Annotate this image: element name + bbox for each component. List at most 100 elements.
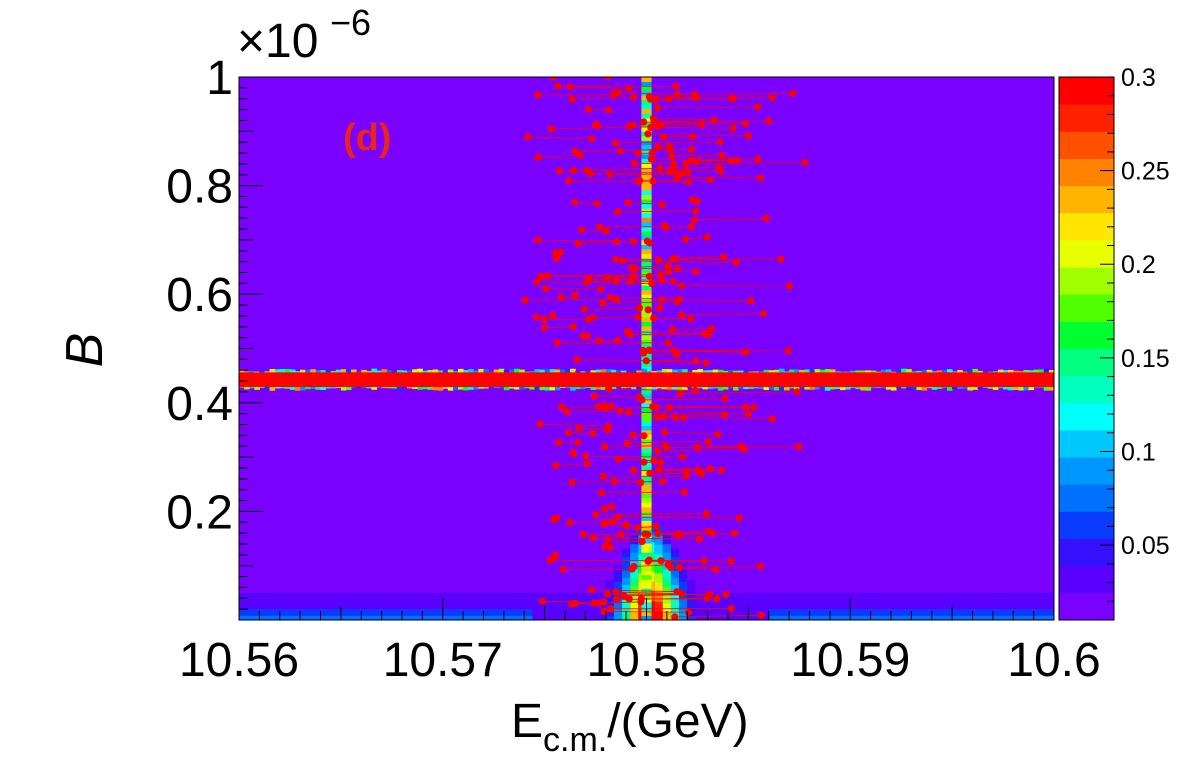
heatmap-cell [670,584,680,593]
y-axis: 0.2 0.4 0.6 0.8 1 [166,52,263,621]
heatmap-cell [982,387,989,388]
heatmap-cell [366,387,372,389]
heatmap-cell [654,601,663,612]
heatmap-cell [641,190,652,196]
heatmap-cell [565,609,574,611]
scatter-point [740,445,748,453]
scatter-point [538,597,547,605]
heatmap-cell [641,194,652,200]
scatter-point [568,478,576,486]
heatmap-cell [1048,370,1054,373]
heatmap-cell [597,603,606,607]
color-bar-segment [1059,104,1114,132]
y-tick-label: 1 [206,52,233,105]
heatmap-cell [554,387,561,391]
scatter-point [729,94,738,103]
heatmap-cell [622,549,631,557]
heatmap-cell [556,614,565,617]
scatter-point [671,613,679,620]
color-bar-segment [1059,402,1114,431]
heatmap-cell [548,618,557,620]
heatmap-cell [679,603,688,610]
heatmap-cell [532,611,541,613]
heatmap-cell [760,609,769,611]
heatmap-cell [422,387,428,390]
heatmap-cell [936,370,943,373]
scatter-point [673,264,682,272]
heatmap-cell [590,370,597,373]
scatter-point [553,339,561,347]
scatter-point [629,466,638,474]
scatter-point [624,198,632,207]
scatter-point [640,432,648,440]
scatter-link [578,241,617,244]
heatmap-cell [565,617,574,620]
scatter-link [653,317,691,320]
heatmap-cell [622,584,631,593]
scatter-point [612,237,621,246]
scatter-link [657,106,758,109]
heatmap-cell [447,369,454,373]
heatmap-cell [722,387,729,390]
scatter-point [654,256,663,264]
heatmap-cell [641,289,652,295]
heatmap-cell [728,617,737,620]
heatmap-cell [646,371,653,373]
heatmap-cell [957,387,963,389]
scatter-link [576,359,697,362]
scatter-point [722,590,730,599]
heatmap-cell [641,387,647,390]
heatmap-cell [595,369,602,373]
scatter-point [600,443,609,451]
heatmap-cell [728,618,737,620]
heatmap-cell [361,387,367,389]
heatmap-cell [703,608,712,611]
scatter-point [589,313,597,322]
scatter-point [639,349,648,357]
heatmap-cell [573,609,582,611]
heatmap-cell [972,368,979,373]
heatmap-cell [597,592,606,597]
heatmap-cell [556,615,565,618]
heatmap-cell [641,353,652,359]
heatmap-cell [386,387,393,389]
heatmap-cell [452,371,459,373]
heatmap-cell [427,387,434,390]
scatter-point [670,166,678,175]
scatter-point [540,315,549,323]
scatter-point [563,408,571,416]
color-bar-segment [1059,511,1114,540]
scatter-link [642,377,675,380]
heatmap-cell [711,618,720,620]
scatter-link [595,513,707,515]
heatmap-cell [641,538,652,544]
heatmap-cell [641,552,652,558]
color-bar-segment [1059,212,1114,241]
heatmap-cell [719,613,728,616]
heatmap-cell [641,149,652,155]
scatter-point [524,133,532,141]
scatter-point [604,426,612,434]
heatmap-cell [752,618,761,620]
heatmap-cell [1033,369,1040,373]
heatmap-cell [432,369,439,373]
heatmap-cell [661,387,668,390]
heatmap-cell [556,613,565,616]
heatmap-cell [641,547,652,553]
heatmap-cell [736,609,745,611]
heatmap-cell [712,387,719,389]
scatter-point [612,277,620,285]
scatter-point [658,276,666,284]
heatmap-cell [244,371,250,373]
heatmap-cell [613,592,623,599]
scatter-point [668,151,676,160]
heatmap-cell [402,387,408,388]
heatmap-cell [987,371,994,373]
scatter-link [615,141,721,144]
heatmap-cell [656,387,663,389]
scatter-point [675,563,683,572]
scatter-point [744,132,752,140]
scatter-point [690,216,698,224]
scatter-link [694,217,767,221]
heatmap-cell [752,616,761,619]
